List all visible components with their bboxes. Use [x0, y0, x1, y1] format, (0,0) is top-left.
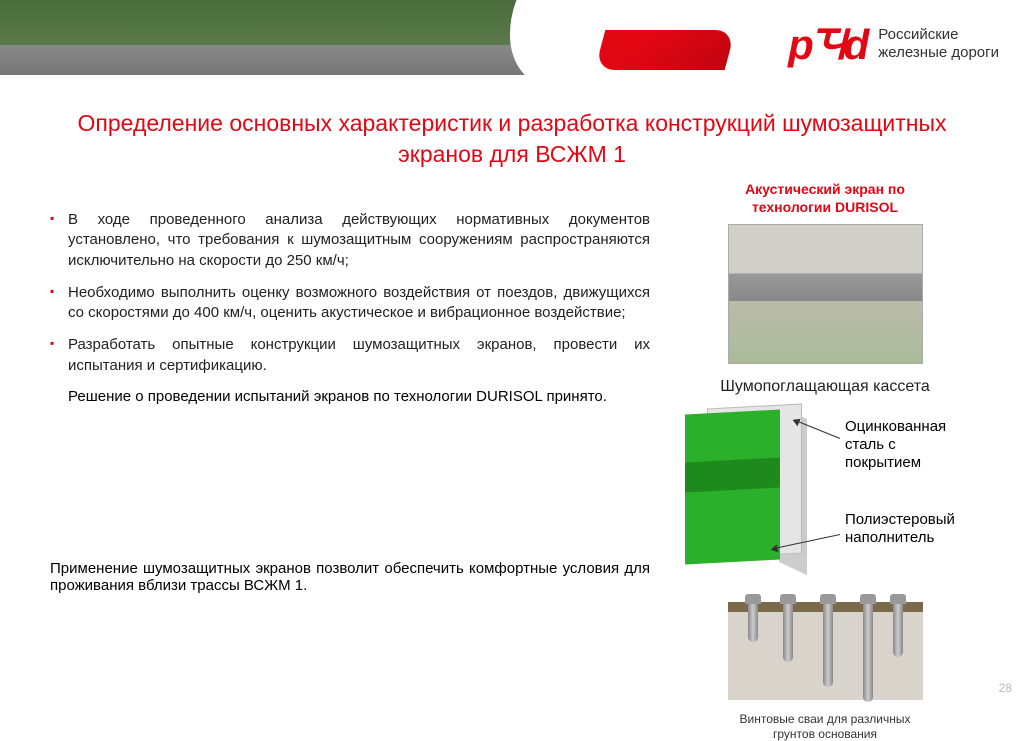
- pile: [748, 602, 758, 642]
- left-column: В ходе проведенного анализа действующих …: [30, 180, 670, 741]
- piles-diagram: [728, 590, 923, 710]
- label-line: наполнитель: [845, 529, 934, 546]
- logo-line-1: Российские: [878, 26, 999, 44]
- label-line: сталь с: [845, 436, 896, 453]
- bullet-list: В ходе проведенного анализа действующих …: [30, 210, 650, 376]
- bullet-item: В ходе проведенного анализа действующих …: [50, 210, 650, 271]
- logo-area: pꚒd Российские железные дороги: [788, 15, 999, 72]
- caption-line-2: технологии DURISOL: [752, 199, 898, 215]
- piles-caption-l1: Винтовые сваи для различных: [740, 712, 911, 726]
- bullet-item: Необходимо выполнить оценку возможного в…: [50, 283, 650, 324]
- content-area: В ходе проведенного анализа действующих …: [0, 180, 1024, 741]
- rzd-logo-text: Российские железные дороги: [878, 26, 999, 62]
- logo-line-2: железные дороги: [878, 44, 999, 62]
- piles-caption: Винтовые сваи для различных грунтов осно…: [670, 712, 980, 741]
- pile: [783, 602, 793, 662]
- durisol-caption: Акустический экран по технологии DURISOL: [670, 180, 980, 216]
- label-steel: Оцинкованная сталь с покрытием: [845, 418, 946, 472]
- slide-title: Определение основных характеристик и раз…: [0, 90, 1024, 180]
- page-number: 28: [999, 681, 1012, 695]
- slide-header: pꚒd Российские железные дороги: [0, 0, 1024, 90]
- rzd-logo-mark: pꚒd: [788, 15, 866, 72]
- label-line: покрытием: [845, 454, 921, 471]
- bullet-item: Разработать опытные конструкции шумозащи…: [50, 335, 650, 376]
- piles-caption-l2: грунтов основания: [773, 727, 877, 741]
- pile: [863, 602, 873, 702]
- panel-diagram: Оцинкованная сталь с покрытием Полиэстер…: [670, 406, 980, 586]
- pile: [893, 602, 903, 657]
- label-line: Полиэстеровый: [845, 511, 955, 528]
- pile: [823, 602, 833, 687]
- label-filler: Полиэстеровый наполнитель: [845, 511, 955, 547]
- header-red-accent: [595, 30, 736, 70]
- caption-line-1: Акустический экран по: [745, 181, 905, 197]
- decision-text: Решение о проведении испытаний экранов п…: [30, 388, 650, 405]
- cassette-title: Шумопоглащающая кассета: [670, 378, 980, 396]
- right-column: Акустический экран по технологии DURISOL…: [670, 180, 980, 741]
- durisol-photo: [728, 224, 923, 364]
- label-line: Оцинкованная: [845, 418, 946, 435]
- panel-front: [685, 410, 780, 565]
- bottom-text: Применение шумозащитных экранов позволит…: [30, 560, 650, 594]
